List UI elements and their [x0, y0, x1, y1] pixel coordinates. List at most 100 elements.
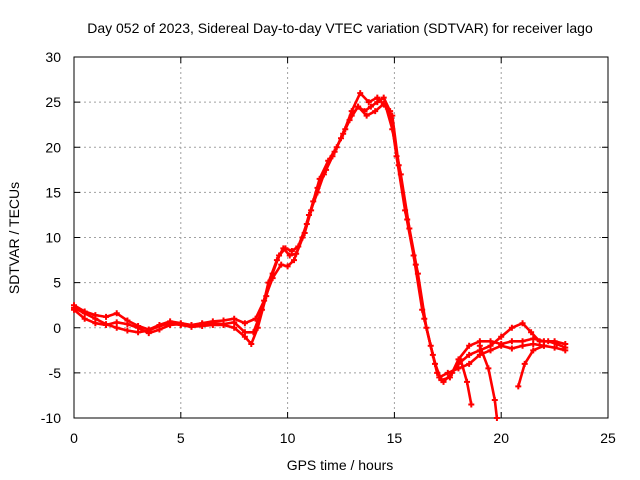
data-point [487, 338, 494, 345]
data-point [466, 360, 473, 367]
data-point [380, 100, 387, 107]
data-point [103, 313, 110, 320]
series-line [72, 96, 567, 384]
data-point [357, 90, 364, 97]
data-point [412, 261, 419, 268]
y-axis-label: SDTVAR / TECUs [6, 182, 22, 294]
data-point [498, 333, 505, 340]
data-point [530, 335, 537, 342]
series-satellite-track-3 [71, 100, 569, 381]
x-axis-label: GPS time / hours [287, 457, 394, 473]
data-point [493, 415, 500, 421]
data-point [280, 245, 287, 252]
data-point [209, 318, 216, 325]
data-point [81, 315, 88, 322]
y-tick-label: 10 [45, 230, 61, 246]
data-point [314, 189, 321, 196]
data-point [508, 324, 515, 331]
data-point [404, 216, 411, 223]
tick-labels: 0 5 10 15 20 25 -10 -5 0 5 10 15 20 25 30 [41, 49, 616, 446]
y-tick-label: -5 [49, 365, 62, 381]
data-point [231, 315, 238, 322]
data-point [372, 108, 379, 115]
axis-ticks [73, 56, 609, 419]
data-point [457, 356, 464, 363]
series-line [478, 344, 499, 420]
data-point [485, 365, 492, 372]
data-point [241, 329, 248, 336]
x-tick-label: 25 [600, 430, 616, 446]
data-series [71, 90, 569, 421]
data-point [521, 360, 528, 367]
data-point [528, 329, 535, 336]
data-point [135, 322, 142, 329]
data-point [241, 320, 248, 327]
data-point [464, 378, 471, 385]
data-point [466, 342, 473, 349]
data-point [338, 135, 344, 142]
series-line [72, 91, 567, 382]
data-point [199, 320, 206, 327]
series-satellite-track-5 [476, 342, 500, 421]
data-point [562, 340, 569, 347]
data-point [299, 234, 306, 241]
data-point [476, 342, 483, 349]
data-point [508, 338, 515, 345]
data-point [220, 317, 227, 324]
data-point [395, 162, 402, 169]
data-point [348, 108, 355, 115]
data-point [429, 351, 436, 358]
data-point [177, 320, 184, 327]
y-tick-label: 0 [53, 320, 61, 336]
data-point [551, 338, 558, 345]
series-line [517, 344, 546, 388]
series-satellite-track-2 [71, 90, 569, 384]
data-point [498, 342, 505, 349]
data-point [81, 308, 88, 315]
data-point [252, 315, 259, 322]
data-point [320, 171, 327, 178]
data-point [346, 117, 353, 124]
data-point [231, 324, 238, 331]
data-point [248, 340, 255, 347]
data-point [446, 374, 453, 381]
data-point [167, 318, 174, 325]
data-point [92, 320, 99, 327]
data-point [363, 112, 370, 119]
data-point [71, 302, 77, 309]
x-tick-label: 10 [280, 430, 296, 446]
data-point [355, 103, 362, 110]
data-point [491, 396, 498, 403]
data-point [284, 263, 291, 270]
series-satellite-track-6 [515, 342, 547, 390]
data-point [188, 322, 195, 329]
series-line [72, 102, 567, 379]
data-point [124, 317, 131, 324]
y-tick-label: 5 [53, 275, 61, 291]
data-point [305, 211, 312, 218]
data-point [261, 297, 268, 304]
data-point [476, 351, 483, 358]
y-tick-label: 15 [45, 184, 61, 200]
data-point [487, 347, 494, 354]
data-point [113, 324, 120, 331]
data-point [329, 153, 336, 160]
data-point [113, 319, 120, 326]
data-point [380, 94, 387, 101]
data-point [519, 342, 526, 349]
data-point [530, 347, 537, 354]
series-satellite-track-4 [457, 356, 475, 408]
data-point [466, 351, 473, 358]
x-tick-label: 15 [387, 430, 403, 446]
data-point [288, 248, 295, 255]
data-point [92, 312, 99, 319]
data-point [269, 275, 276, 282]
data-point [374, 94, 381, 101]
y-tick-label: 30 [45, 49, 61, 65]
grid [74, 57, 608, 418]
data-point [421, 315, 428, 322]
data-point [145, 326, 152, 333]
data-point [519, 320, 526, 327]
data-point [551, 344, 558, 351]
